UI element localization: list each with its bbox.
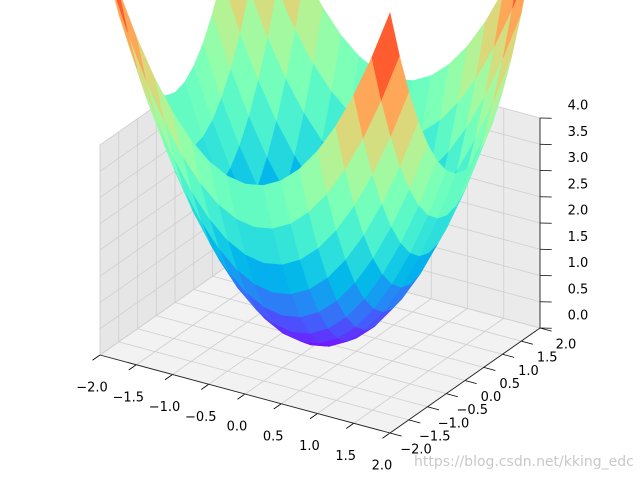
x-tick-label: 1.5 bbox=[335, 449, 356, 464]
y-tick-label: 2.0 bbox=[556, 338, 577, 353]
y-tick bbox=[389, 432, 402, 437]
surface-face bbox=[512, 0, 517, 9]
y-tick-label: −2.0 bbox=[400, 443, 432, 458]
grid-line bbox=[137, 328, 428, 408]
z-tick-label: 3.5 bbox=[568, 125, 589, 140]
surface-face bbox=[475, 0, 503, 78]
y-tick bbox=[539, 327, 552, 332]
surface-face bbox=[371, 11, 400, 102]
y-tick bbox=[502, 353, 515, 358]
x-tick bbox=[346, 422, 354, 429]
x-tick bbox=[164, 374, 173, 381]
x-tick bbox=[237, 393, 246, 400]
x-tick bbox=[92, 354, 101, 361]
x-tick bbox=[128, 364, 137, 371]
x-tick-label: −1.0 bbox=[149, 400, 181, 415]
x-tick bbox=[382, 432, 391, 439]
y-tick-label: 1.0 bbox=[518, 364, 539, 379]
surface-face bbox=[253, 0, 275, 38]
z-tick-label: 3.0 bbox=[568, 151, 589, 166]
grid-line bbox=[156, 315, 447, 395]
x-tick-label: 0.5 bbox=[263, 429, 284, 444]
x-tick-label: −2.0 bbox=[76, 381, 108, 396]
y-tick bbox=[427, 406, 440, 411]
x-tick-label: −0.5 bbox=[185, 410, 217, 425]
x-tick bbox=[309, 413, 318, 420]
surface-face bbox=[116, 0, 128, 32]
x-tick-label: 0.0 bbox=[227, 420, 248, 435]
y-axis bbox=[389, 327, 541, 434]
surface-face bbox=[282, 0, 301, 30]
x-axis bbox=[99, 354, 391, 434]
surface-face bbox=[294, 0, 323, 64]
x-tick-label: 1.0 bbox=[299, 439, 320, 454]
z-tick-label: 2.5 bbox=[568, 177, 589, 192]
x-tick bbox=[201, 383, 209, 390]
y-tick bbox=[408, 419, 421, 424]
surface-face bbox=[229, 0, 248, 33]
y-tick bbox=[464, 380, 477, 385]
x-tick-label: −1.5 bbox=[112, 390, 144, 405]
x-tick-label: 2.0 bbox=[372, 459, 393, 474]
y-tick-label: −1.5 bbox=[419, 429, 451, 444]
z-tick-label: 2.0 bbox=[568, 204, 589, 219]
y-tick bbox=[446, 393, 458, 398]
grid-line bbox=[118, 341, 409, 421]
surface-face bbox=[494, 0, 515, 47]
surface-face bbox=[502, 0, 525, 58]
y-tick-label: −0.5 bbox=[456, 403, 488, 418]
z-tick-label: 0.0 bbox=[568, 309, 589, 324]
z-tick-label: 0.5 bbox=[568, 282, 589, 297]
z-tick-label: 1.5 bbox=[568, 230, 589, 245]
y-tick-label: 1.5 bbox=[537, 351, 558, 366]
y-tick-label: 0.5 bbox=[499, 377, 520, 392]
z-tick-label: 1.0 bbox=[568, 256, 589, 271]
y-tick-label: 0.0 bbox=[481, 390, 502, 405]
y-tick bbox=[521, 340, 533, 345]
z-tick-label: 4.0 bbox=[568, 99, 589, 114]
y-tick-label: −1.0 bbox=[438, 416, 470, 431]
y-tick bbox=[483, 366, 496, 371]
x-tick bbox=[273, 403, 282, 410]
watermark: https://blog.csdn.net/kking_edc bbox=[414, 454, 634, 470]
